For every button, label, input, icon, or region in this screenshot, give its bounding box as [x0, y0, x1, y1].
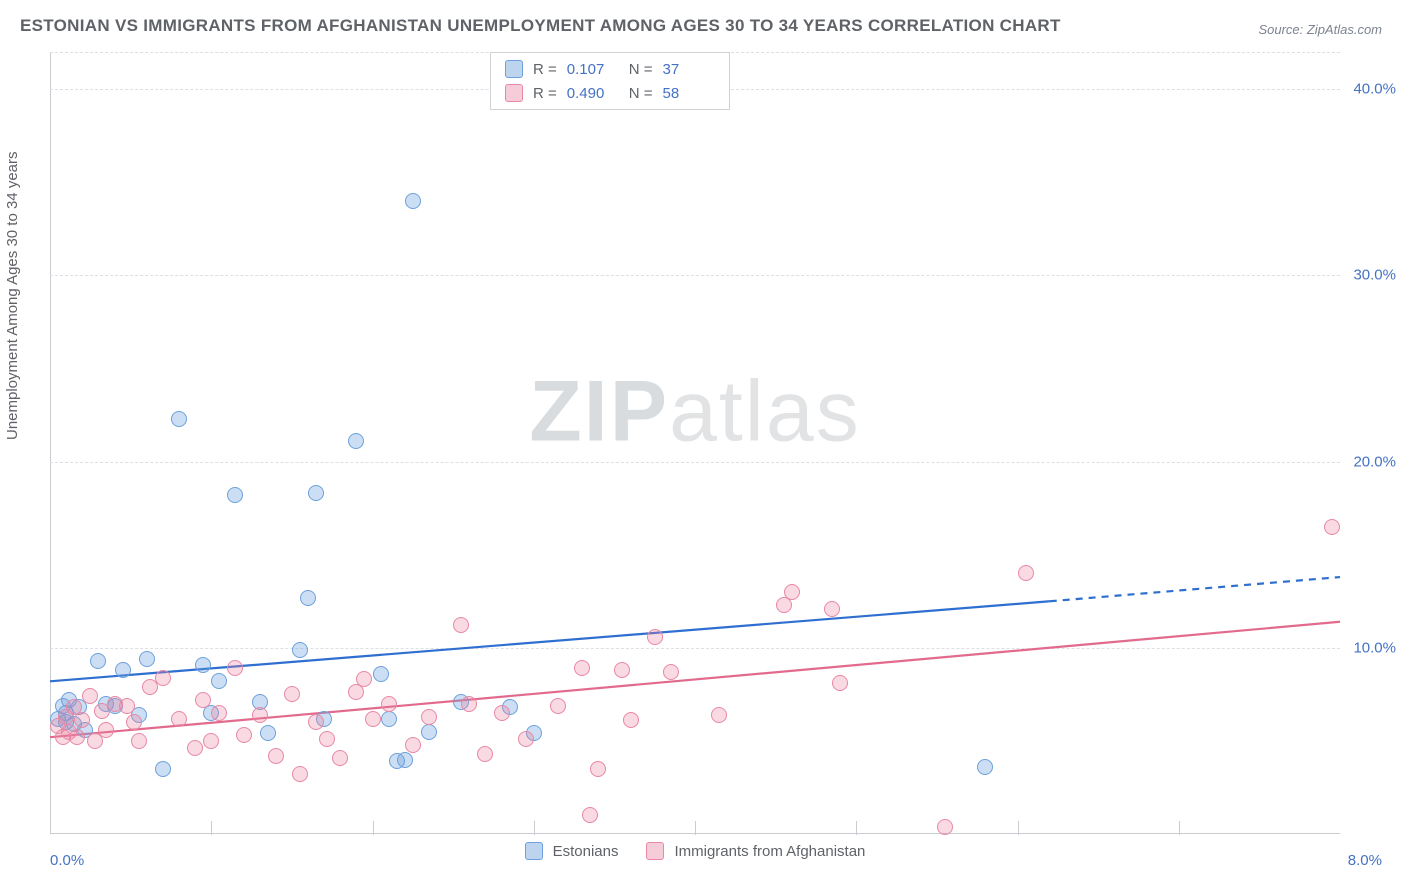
swatch-estonians-icon	[525, 842, 543, 860]
legend-label-afghan: Immigrants from Afghanistan	[674, 843, 865, 860]
scatter-point	[832, 675, 848, 691]
scatter-point	[348, 433, 364, 449]
swatch-estonians-icon	[505, 60, 523, 78]
scatter-point	[824, 601, 840, 617]
scatter-point	[977, 759, 993, 775]
scatter-point	[292, 642, 308, 658]
scatter-point	[227, 660, 243, 676]
y-tick-label: 30.0%	[1353, 267, 1396, 284]
scatter-point	[308, 714, 324, 730]
n-value-afghan: 58	[663, 85, 715, 102]
scatter-point	[405, 737, 421, 753]
scatter-point	[356, 671, 372, 687]
scatter-point	[90, 653, 106, 669]
scatter-point	[227, 487, 243, 503]
scatter-point	[155, 670, 171, 686]
scatter-point	[1324, 519, 1340, 535]
scatter-point	[461, 696, 477, 712]
scatter-point	[98, 722, 114, 738]
regression-line	[50, 622, 1340, 737]
scatter-point	[300, 590, 316, 606]
legend-item-afghan: Immigrants from Afghanistan	[646, 842, 865, 860]
scatter-point	[171, 411, 187, 427]
scatter-point	[195, 692, 211, 708]
legend-label-estonians: Estonians	[553, 843, 619, 860]
scatter-point	[187, 740, 203, 756]
scatter-point	[155, 761, 171, 777]
scatter-point	[381, 696, 397, 712]
swatch-afghan-icon	[505, 84, 523, 102]
scatter-point	[115, 662, 131, 678]
y-tick-label: 20.0%	[1353, 453, 1396, 470]
y-axis-label: Unemployment Among Ages 30 to 34 years	[4, 151, 21, 440]
scatter-point	[784, 584, 800, 600]
scatter-point	[119, 698, 135, 714]
scatter-point	[236, 727, 252, 743]
scatter-point	[711, 707, 727, 723]
scatter-point	[477, 746, 493, 762]
scatter-point	[69, 729, 85, 745]
regression-lines-svg	[50, 52, 1340, 834]
correlation-legend: R = 0.107 N = 37 R = 0.490 N = 58	[490, 52, 730, 110]
y-tick-label: 40.0%	[1353, 81, 1396, 98]
scatter-point	[373, 666, 389, 682]
legend-row-estonians: R = 0.107 N = 37	[505, 57, 715, 81]
source-attribution: Source: ZipAtlas.com	[1258, 22, 1382, 37]
scatter-point	[268, 748, 284, 764]
regression-line	[1050, 577, 1340, 601]
scatter-point	[663, 664, 679, 680]
scatter-point	[582, 807, 598, 823]
scatter-point	[550, 698, 566, 714]
scatter-point	[1018, 565, 1034, 581]
scatter-point	[397, 752, 413, 768]
scatter-point	[203, 733, 219, 749]
scatter-point	[211, 705, 227, 721]
legend-item-estonians: Estonians	[525, 842, 619, 860]
n-prefix: N =	[629, 61, 653, 78]
r-value-afghan: 0.490	[567, 85, 619, 102]
scatter-point	[260, 725, 276, 741]
scatter-point	[139, 651, 155, 667]
scatter-point	[518, 731, 534, 747]
series-legend: Estonians Immigrants from Afghanistan	[50, 842, 1340, 860]
scatter-point	[421, 724, 437, 740]
scatter-point	[365, 711, 381, 727]
scatter-point	[126, 714, 142, 730]
scatter-point	[292, 766, 308, 782]
scatter-point	[82, 688, 98, 704]
scatter-point	[494, 705, 510, 721]
scatter-point	[284, 686, 300, 702]
scatter-point	[171, 711, 187, 727]
scatter-point	[332, 750, 348, 766]
scatter-point	[453, 617, 469, 633]
scatter-point	[647, 629, 663, 645]
swatch-afghan-icon	[646, 842, 664, 860]
x-axis-max-label: 8.0%	[1348, 852, 1382, 869]
plot-area: ZIPatlas 10.0%20.0%30.0%40.0% 0.0% 8.0% …	[50, 52, 1340, 834]
y-tick-label: 10.0%	[1353, 639, 1396, 656]
legend-row-afghan: R = 0.490 N = 58	[505, 81, 715, 105]
n-value-estonians: 37	[663, 61, 715, 78]
scatter-point	[614, 662, 630, 678]
n-prefix: N =	[629, 85, 653, 102]
scatter-point	[937, 819, 953, 835]
scatter-point	[405, 193, 421, 209]
scatter-point	[195, 657, 211, 673]
scatter-point	[590, 761, 606, 777]
chart-title: ESTONIAN VS IMMIGRANTS FROM AFGHANISTAN …	[20, 16, 1061, 36]
scatter-point	[211, 673, 227, 689]
scatter-point	[131, 733, 147, 749]
scatter-point	[74, 712, 90, 728]
scatter-point	[421, 709, 437, 725]
r-prefix: R =	[533, 85, 557, 102]
scatter-point	[623, 712, 639, 728]
scatter-point	[308, 485, 324, 501]
scatter-point	[252, 707, 268, 723]
scatter-point	[319, 731, 335, 747]
scatter-point	[574, 660, 590, 676]
r-value-estonians: 0.107	[567, 61, 619, 78]
scatter-point	[381, 711, 397, 727]
r-prefix: R =	[533, 61, 557, 78]
